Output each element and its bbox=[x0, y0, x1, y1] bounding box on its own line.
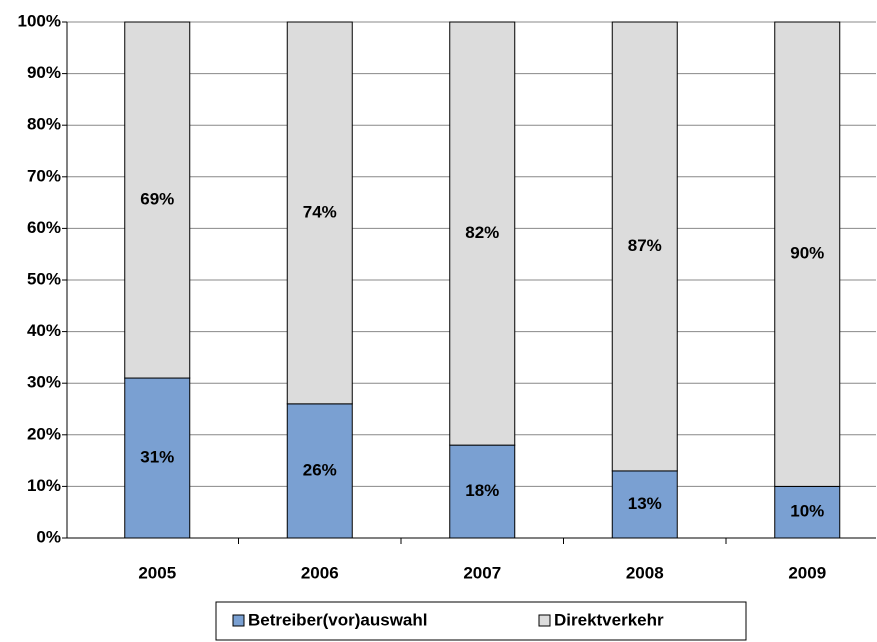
legend-label: Direktverkehr bbox=[554, 610, 664, 629]
data-label: 69% bbox=[140, 190, 174, 209]
x-tick-label: 2006 bbox=[301, 563, 339, 582]
bar-segment bbox=[286, 21, 353, 405]
y-tick-label: 100% bbox=[18, 11, 61, 30]
x-tick-label: 2009 bbox=[788, 563, 826, 582]
data-label: 18% bbox=[465, 481, 499, 500]
x-tick-label: 2008 bbox=[626, 563, 664, 582]
bar-segment bbox=[611, 21, 678, 472]
bar-segment bbox=[774, 485, 841, 539]
x-tick-label: 2007 bbox=[463, 563, 501, 582]
y-tick-label: 40% bbox=[27, 321, 61, 340]
data-label: 10% bbox=[790, 502, 824, 521]
bar-segment bbox=[774, 21, 841, 487]
legend-swatch bbox=[232, 614, 245, 627]
data-label: 90% bbox=[790, 244, 824, 263]
bar-segment bbox=[449, 21, 516, 446]
legend-box bbox=[215, 601, 747, 641]
bar-segment bbox=[611, 470, 678, 539]
legend-swatch bbox=[538, 614, 551, 627]
bar-segment bbox=[286, 403, 353, 539]
data-label: 13% bbox=[628, 494, 662, 513]
y-tick-label: 80% bbox=[27, 115, 61, 134]
y-tick-label: 70% bbox=[27, 166, 61, 185]
data-label: 87% bbox=[628, 236, 662, 255]
bar-segment bbox=[124, 377, 191, 539]
y-tick-label: 90% bbox=[27, 63, 61, 82]
data-label: 26% bbox=[303, 460, 337, 479]
y-tick-label: 10% bbox=[27, 476, 61, 495]
bar-segment bbox=[449, 444, 516, 539]
x-tick-label: 2005 bbox=[138, 563, 176, 582]
y-tick-label: 60% bbox=[27, 218, 61, 237]
legend-label: Betreiber(vor)auswahl bbox=[248, 610, 428, 629]
data-label: 82% bbox=[465, 223, 499, 242]
y-tick-label: 50% bbox=[27, 269, 61, 288]
data-label: 31% bbox=[140, 448, 174, 467]
bar-segment bbox=[124, 21, 191, 379]
data-label: 74% bbox=[303, 202, 337, 221]
y-tick-label: 20% bbox=[27, 424, 61, 443]
y-tick-label: 30% bbox=[27, 373, 61, 392]
y-tick-label: 0% bbox=[36, 527, 61, 546]
